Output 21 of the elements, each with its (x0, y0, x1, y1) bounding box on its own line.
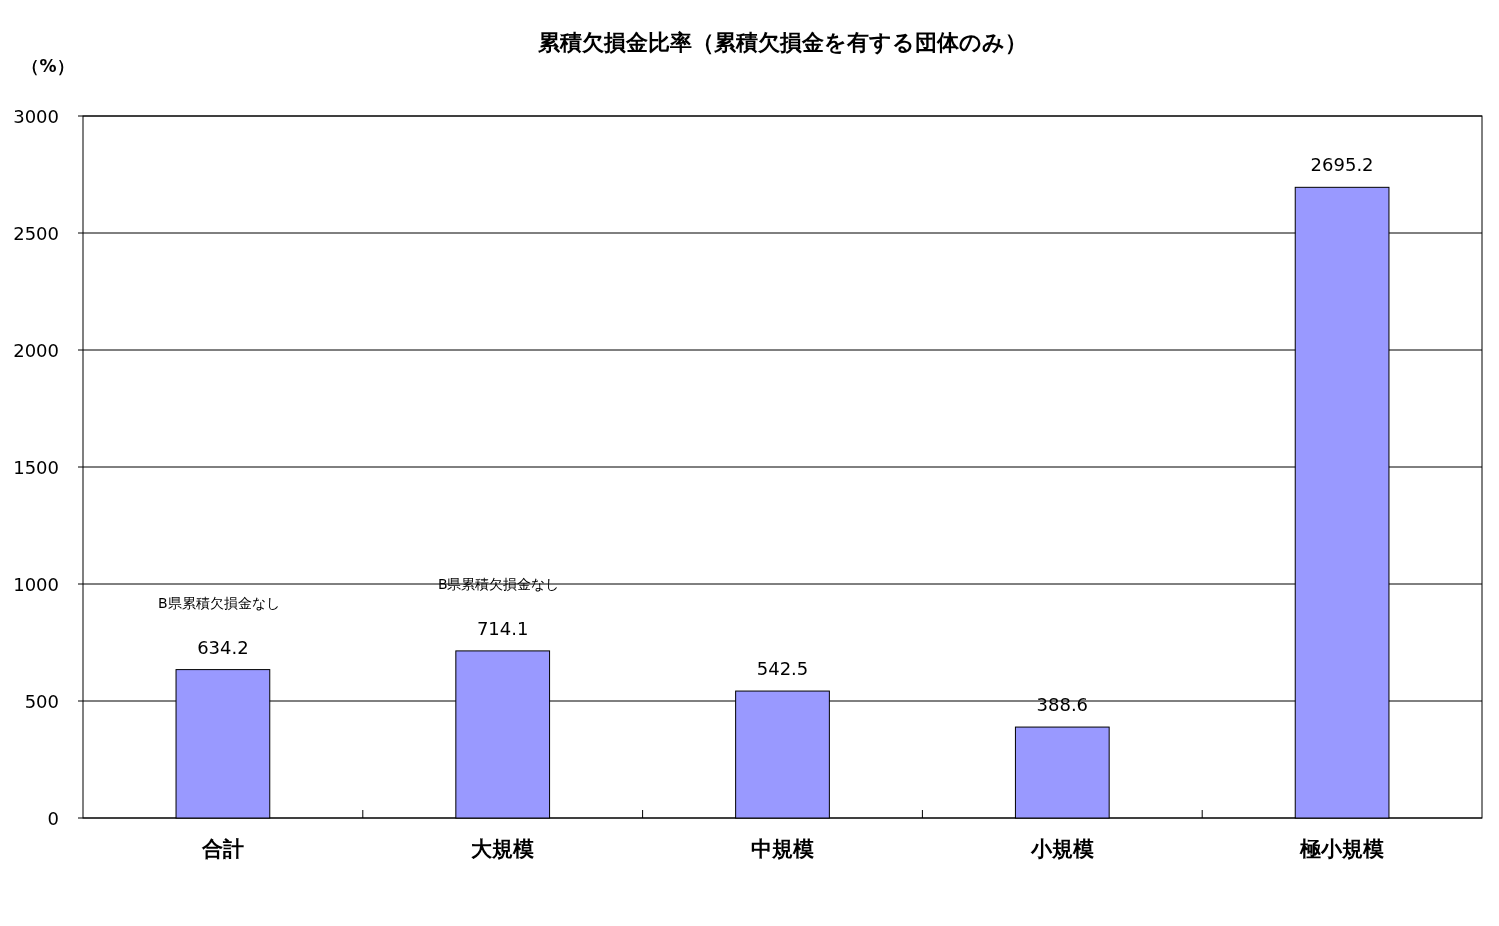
data-label: 388.6 (1036, 694, 1089, 716)
annotation: B県累積欠損金なし (437, 575, 560, 592)
y-axis-title: （%） (22, 56, 74, 76)
data-label: 714.1 (476, 617, 529, 639)
x-tick-label: 中規模 (751, 837, 814, 861)
y-tick-label: 1000 (13, 574, 59, 595)
x-tick-label: 小規模 (1029, 837, 1094, 861)
y-tick-label: 0 (47, 808, 59, 829)
x-tick-label: 大規模 (471, 837, 535, 861)
y-tick-label: 500 (24, 691, 59, 712)
data-label: 2695.2 (1310, 154, 1374, 176)
chart-title: 累積欠損金比率（累積欠損金を有する団体のみ） (537, 30, 1027, 55)
data-label: 542.5 (756, 658, 809, 680)
y-tick-label: 2000 (13, 340, 59, 361)
y-tick-label: 1500 (13, 457, 59, 478)
annotation: B県累積欠損金なし (158, 594, 280, 611)
y-tick-label: 2500 (13, 223, 59, 244)
data-label: 634.2 (197, 636, 249, 658)
y-tick-label: 3000 (13, 106, 59, 127)
x-tick-label: 合計 (200, 837, 244, 861)
x-tick-label: 極小規模 (1299, 837, 1385, 861)
